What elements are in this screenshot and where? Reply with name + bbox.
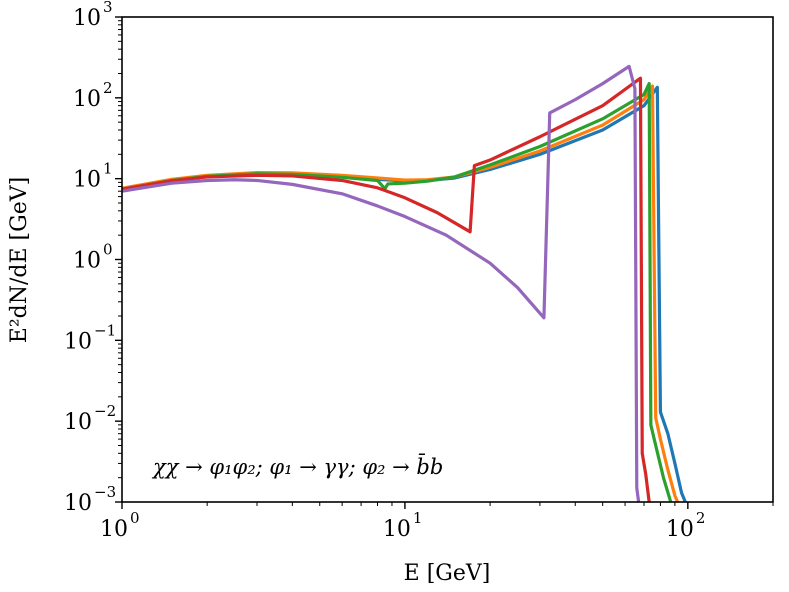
- y-tick-label: 10: [73, 6, 101, 31]
- series-purple-line: [122, 64, 641, 502]
- y-tick-label: 10: [64, 410, 92, 435]
- y-tick-exponent: 0: [103, 241, 113, 259]
- y-tick-label: 10: [64, 329, 92, 354]
- annotation-text: χχ → φ₁φ₂; φ₁ → γγ; φ₂ → b̄b: [151, 453, 443, 479]
- y-tick-exponent: −2: [94, 402, 116, 420]
- series-green-line: [122, 82, 673, 502]
- y-tick-label: 10: [73, 87, 101, 112]
- plot-frame: [121, 16, 774, 503]
- y-tick-exponent: −1: [94, 321, 116, 339]
- series-layer: [122, 64, 687, 502]
- series-red-line: [122, 76, 651, 502]
- x-tick-exponent: 0: [130, 509, 140, 527]
- x-tick-label: 10: [383, 517, 411, 542]
- y-axis-label: E²dN/dE [GeV]: [7, 177, 32, 343]
- series-blue-line: [122, 85, 687, 502]
- x-tick-exponent: 2: [696, 509, 706, 527]
- y-tick-exponent: 3: [103, 0, 113, 16]
- x-axis: 10 0 10 1 10 2: [100, 502, 774, 542]
- x-tick-label: 10: [100, 517, 128, 542]
- y-tick-label: 10: [64, 491, 92, 516]
- series-orange-line: [122, 84, 680, 502]
- x-tick-exponent: 1: [413, 509, 423, 527]
- y-tick-exponent: 2: [103, 79, 113, 97]
- y-tick-label: 10: [73, 168, 101, 193]
- x-tick-label: 10: [666, 517, 694, 542]
- y-tick-label: 10: [73, 249, 101, 274]
- y-tick-exponent: 1: [103, 160, 113, 178]
- x-axis-label: E [GeV]: [404, 561, 491, 586]
- y-tick-exponent: −3: [94, 483, 116, 501]
